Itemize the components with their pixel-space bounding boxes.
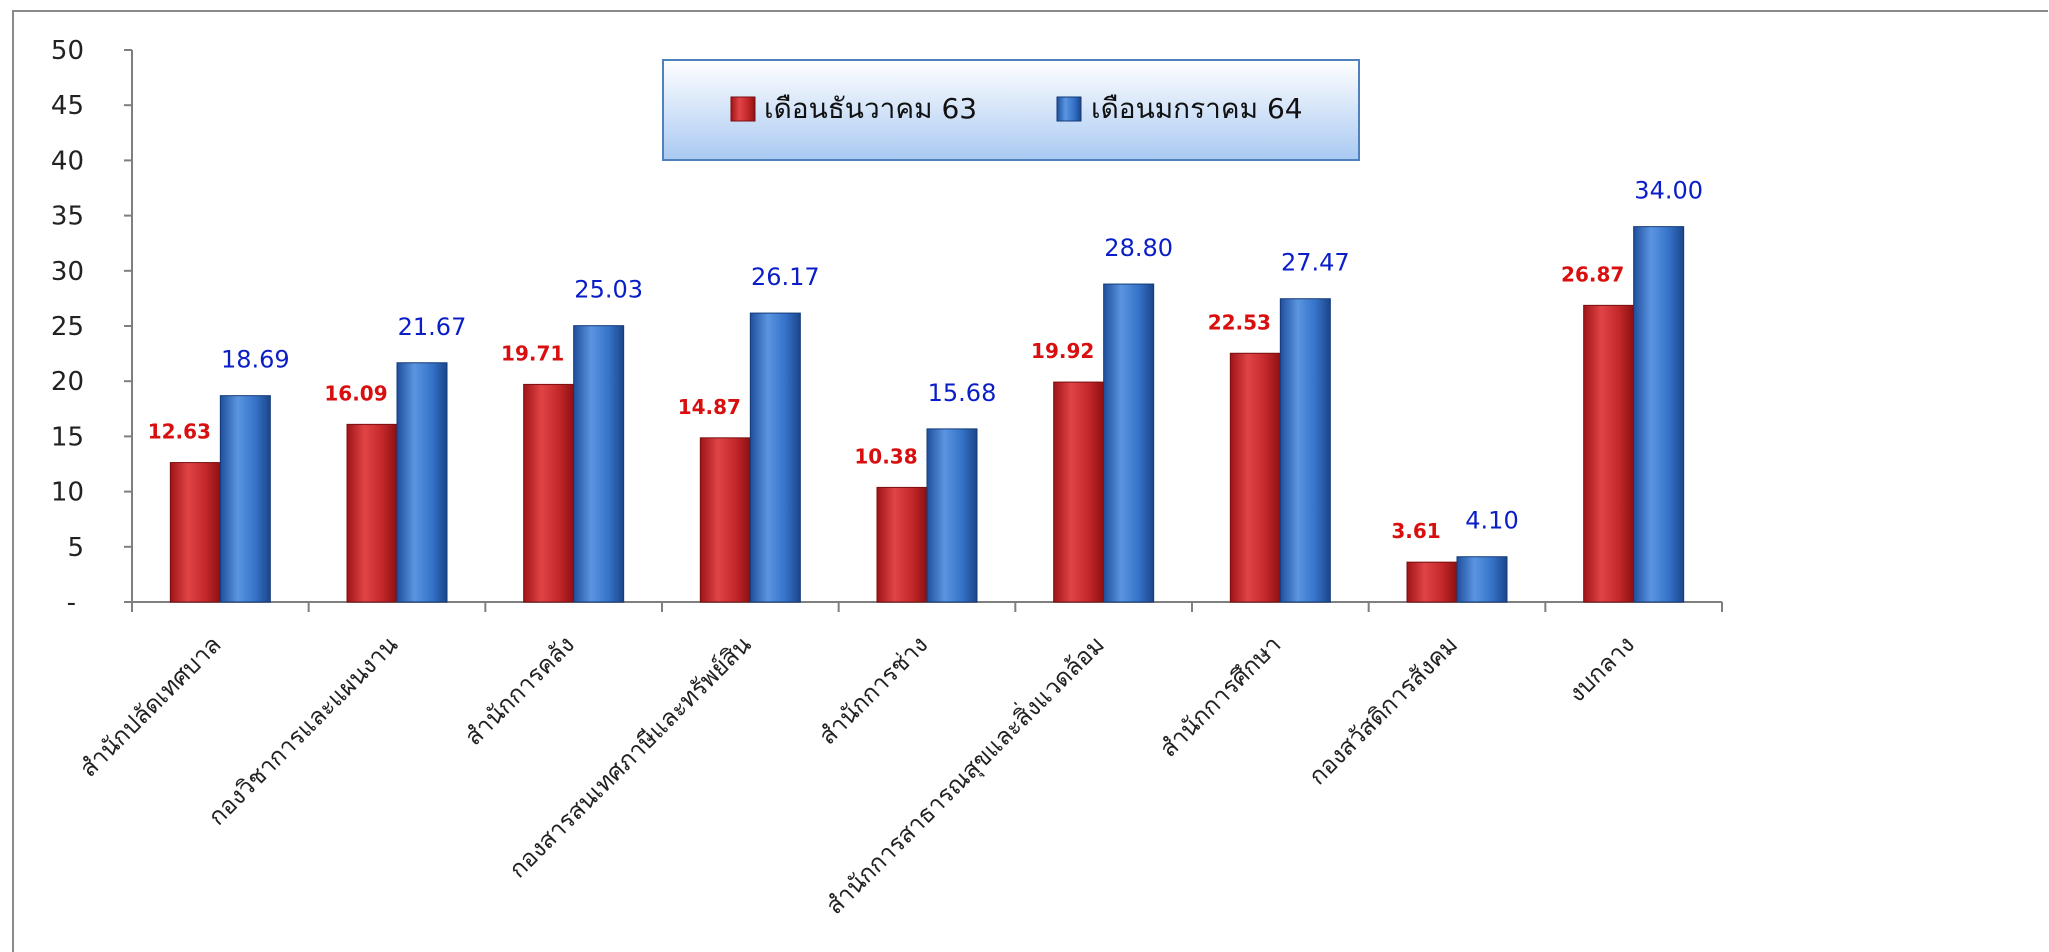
data-label-january: 27.47 — [1281, 249, 1350, 277]
x-tick-label: กองสวัสดิการสังคม — [1303, 630, 1463, 790]
data-label-december: 19.92 — [1031, 339, 1094, 363]
data-label-january: 18.69 — [221, 346, 290, 374]
y-tick-label: 20 — [51, 367, 84, 397]
bar-december — [169, 462, 221, 603]
bar-january — [749, 312, 801, 603]
legend: เดือนธันวาคม 63 เดือนมกราคม 64 — [662, 59, 1360, 161]
y-tick-label: 30 — [51, 257, 84, 287]
bar-december — [699, 437, 751, 603]
legend-label-december: เดือนธันวาคม 63 — [764, 92, 977, 125]
data-label-january: 4.10 — [1465, 507, 1518, 535]
bar-january — [1456, 556, 1508, 603]
x-tick-label: งบกลาง — [1563, 630, 1640, 707]
data-label-january: 15.68 — [928, 379, 997, 407]
x-tick-label: สำนักการศึกษา — [1154, 630, 1286, 762]
y-tick-label: 45 — [51, 91, 84, 121]
data-label-december: 3.61 — [1391, 519, 1440, 543]
y-tick-label: - — [67, 588, 76, 618]
y-tick-label: 5 — [67, 533, 84, 563]
data-label-january: 21.67 — [398, 313, 467, 341]
bar-december — [1053, 381, 1105, 603]
data-label-december: 19.71 — [501, 341, 564, 365]
data-label-december: 22.53 — [1208, 310, 1271, 334]
y-tick-label: 50 — [51, 36, 84, 66]
x-tick-label: กองวิชาการและแผนงาน — [203, 630, 403, 830]
y-tick-label: 15 — [51, 422, 84, 452]
legend-swatch-december — [730, 96, 756, 122]
data-label-december: 14.87 — [678, 395, 741, 419]
bar-january — [219, 395, 271, 603]
bar-january — [396, 362, 448, 603]
bar-december — [1229, 352, 1281, 603]
data-label-december: 12.63 — [148, 420, 211, 444]
x-tick-label: สำนักการคลัง — [459, 630, 580, 751]
legend-box — [662, 59, 1360, 161]
x-tick-label: สำนักการช่าง — [813, 630, 933, 750]
y-tick-label: 10 — [51, 478, 84, 508]
x-tick-label: สำนักปลัดเทศบาล — [74, 630, 226, 782]
bar-january — [573, 325, 625, 603]
bar-january — [1103, 283, 1155, 603]
bar-december — [346, 423, 398, 603]
bar-january — [926, 428, 978, 603]
bar-january — [1633, 226, 1685, 603]
bars — [169, 226, 1685, 603]
legend-label-january: เดือนมกราคม 64 — [1091, 92, 1303, 125]
bar-december — [1583, 304, 1635, 603]
bar-december — [1406, 561, 1458, 603]
y-tick-label: 25 — [51, 312, 84, 342]
data-labels: 12.63 18.69 16.09 21.67 19.71 25.03 14.87 26.17… — [148, 177, 1703, 544]
bar-december — [876, 486, 928, 603]
y-tick-label: 40 — [51, 146, 84, 176]
bar-january — [1279, 298, 1331, 603]
legend-swatch-january — [1056, 96, 1082, 122]
data-label-december: 10.38 — [854, 444, 917, 468]
x-tick-label: สำนักการสาธารณสุขและสิ่งแวดล้อม — [818, 628, 1110, 920]
y-tick-label: 35 — [51, 202, 84, 232]
data-label-january: 25.03 — [574, 276, 643, 304]
data-label-january: 34.00 — [1634, 177, 1703, 205]
data-label-january: 26.17 — [751, 263, 820, 291]
data-label-january: 28.80 — [1104, 234, 1173, 262]
data-label-december: 16.09 — [324, 381, 387, 405]
bar-december — [523, 383, 575, 603]
data-label-december: 26.87 — [1561, 262, 1624, 286]
